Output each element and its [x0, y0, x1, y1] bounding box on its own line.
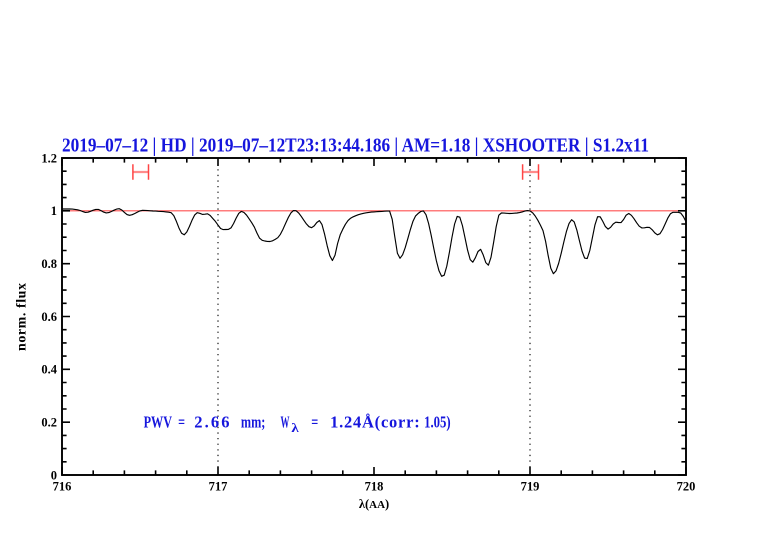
svg-text:719: 719: [521, 480, 540, 494]
svg-text:0: 0: [51, 468, 57, 482]
svg-text:1.2: 1.2: [41, 151, 57, 165]
svg-text:718: 718: [365, 480, 384, 494]
svg-text:0.6: 0.6: [41, 310, 57, 324]
svg-text:2.66: 2.66: [194, 413, 231, 432]
svg-text:PWV: PWV: [144, 414, 173, 432]
svg-text:=: =: [311, 414, 318, 432]
svg-text:1: 1: [51, 204, 57, 218]
svg-text:1.24Å(corr:: 1.24Å(corr:: [330, 413, 420, 432]
svg-text:0.4: 0.4: [41, 363, 57, 377]
svg-text:716: 716: [53, 480, 72, 494]
svg-text:2019–07–12 | HD | 2019–07–12T2: 2019–07–12 | HD | 2019–07–12T23:13:44.18…: [62, 135, 649, 157]
svg-text:1.05): 1.05): [424, 414, 451, 432]
svg-text:0.8: 0.8: [41, 257, 57, 271]
svg-text:mm;: mm;: [241, 414, 265, 432]
svg-text:=: =: [178, 414, 185, 432]
svg-text:λ(AA): λ(AA): [359, 497, 389, 511]
svg-text:W: W: [281, 413, 290, 432]
svg-text:λ: λ: [291, 422, 298, 436]
svg-text:norm. flux: norm. flux: [15, 283, 30, 351]
svg-text:0.2: 0.2: [41, 416, 57, 430]
svg-text:720: 720: [677, 480, 696, 494]
svg-text:717: 717: [209, 480, 228, 494]
